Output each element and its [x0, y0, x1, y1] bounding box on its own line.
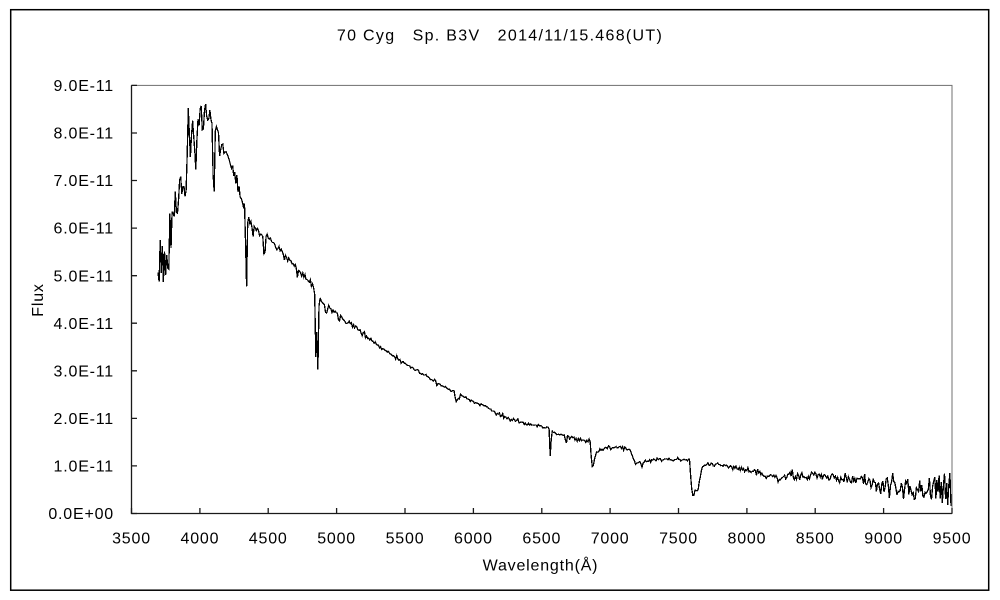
svg-text:6.0E-11: 6.0E-11 [54, 221, 114, 238]
svg-text:70 Cyg Sp. B3V 2014/11/15.: 70 Cyg Sp. B3V 2014/11/15.468(UT) [337, 28, 663, 45]
svg-text:7500: 7500 [659, 530, 698, 547]
svg-text:9000: 9000 [864, 530, 903, 547]
svg-text:Wavelength(Å): Wavelength(Å) [483, 556, 599, 575]
svg-text:3500: 3500 [112, 530, 151, 547]
svg-text:8000: 8000 [728, 530, 767, 547]
svg-text:5.0E-11: 5.0E-11 [54, 268, 114, 285]
svg-text:5000: 5000 [317, 530, 356, 547]
svg-text:1.0E-11: 1.0E-11 [54, 459, 114, 476]
svg-text:6500: 6500 [522, 530, 561, 547]
svg-text:8500: 8500 [796, 530, 835, 547]
svg-text:4000: 4000 [181, 530, 220, 547]
svg-text:2.0E-11: 2.0E-11 [54, 411, 114, 428]
svg-text:0.0E+00: 0.0E+00 [48, 506, 114, 523]
svg-text:4500: 4500 [249, 530, 288, 547]
svg-text:9500: 9500 [933, 530, 972, 547]
svg-text:3.0E-11: 3.0E-11 [54, 363, 114, 380]
svg-text:7.0E-11: 7.0E-11 [54, 173, 114, 190]
svg-text:6000: 6000 [454, 530, 493, 547]
svg-text:Flux: Flux [30, 283, 47, 316]
svg-text:8.0E-11: 8.0E-11 [54, 126, 114, 143]
svg-text:5500: 5500 [386, 530, 425, 547]
svg-text:4.0E-11: 4.0E-11 [54, 316, 114, 333]
svg-text:9.0E-11: 9.0E-11 [54, 78, 114, 95]
svg-text:7000: 7000 [591, 530, 630, 547]
